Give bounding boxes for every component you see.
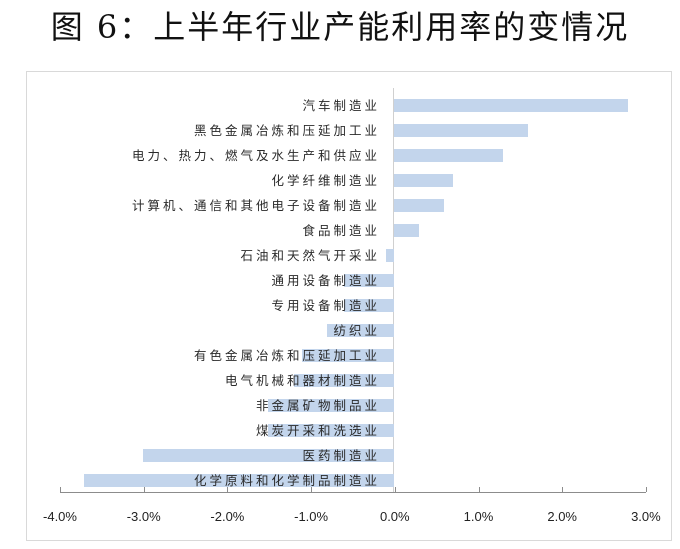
category-label: 计算机、通信和其他电子设备制造业 <box>131 198 380 213</box>
category-label: 黑色金属冶炼和压延加工业 <box>193 123 380 138</box>
category-label: 专用设备制造业 <box>271 298 380 313</box>
bar <box>268 424 394 437</box>
bar <box>394 149 503 162</box>
category-label: 汽车制造业 <box>302 98 380 113</box>
x-tick <box>227 487 229 492</box>
x-tick-label: -4.0% <box>43 509 77 524</box>
category-label: 通用设备制造业 <box>271 273 380 288</box>
x-tick-label: 0.0% <box>379 509 410 524</box>
bar <box>142 449 394 462</box>
bar <box>293 374 394 387</box>
bar <box>343 299 394 312</box>
bar <box>394 224 420 237</box>
bar <box>327 324 394 337</box>
x-tick <box>562 487 564 492</box>
bar <box>394 174 453 187</box>
zero-axis-line <box>393 88 394 493</box>
category-label: 非金属矿物制品业 <box>255 398 380 413</box>
x-axis-line <box>60 492 646 493</box>
x-tick-label: -3.0% <box>126 509 161 524</box>
x-tick-label: -2.0% <box>210 509 245 524</box>
bar <box>385 249 394 262</box>
x-tick-label: 3.0% <box>631 509 661 524</box>
x-tick-label: 1.0% <box>463 509 494 524</box>
category-label: 电气机械和器材制造业 <box>224 373 380 388</box>
x-tick <box>394 487 396 492</box>
x-tick-label: 2.0% <box>547 509 577 524</box>
category-label: 电力、热力、燃气及水生产和供应业 <box>131 148 380 163</box>
x-tick <box>311 487 313 492</box>
bar <box>301 349 394 362</box>
category-label: 食品制造业 <box>302 223 380 238</box>
bar <box>394 199 445 212</box>
bar <box>394 124 528 137</box>
category-label: 医药制造业 <box>302 448 380 463</box>
chart-title: 图 6：上半年行业产能利用率的变情况 <box>50 8 630 46</box>
x-tick-label: -1.0% <box>294 509 329 524</box>
category-label: 有色金属冶炼和压延加工业 <box>193 348 380 363</box>
category-label: 煤炭开采和洗选业 <box>255 423 380 438</box>
bar <box>84 474 394 487</box>
x-tick <box>478 487 480 492</box>
category-label: 纺织业 <box>333 323 380 338</box>
bar <box>394 99 629 112</box>
category-label: 石油和天然气开采业 <box>240 248 380 263</box>
bar <box>268 399 394 412</box>
x-tick <box>60 487 61 492</box>
x-tick <box>143 487 145 492</box>
x-tick <box>645 487 647 492</box>
category-label: 化学纤维制造业 <box>271 173 380 188</box>
category-label: 化学原料和化学制品制造业 <box>193 473 380 488</box>
bar <box>343 274 394 287</box>
